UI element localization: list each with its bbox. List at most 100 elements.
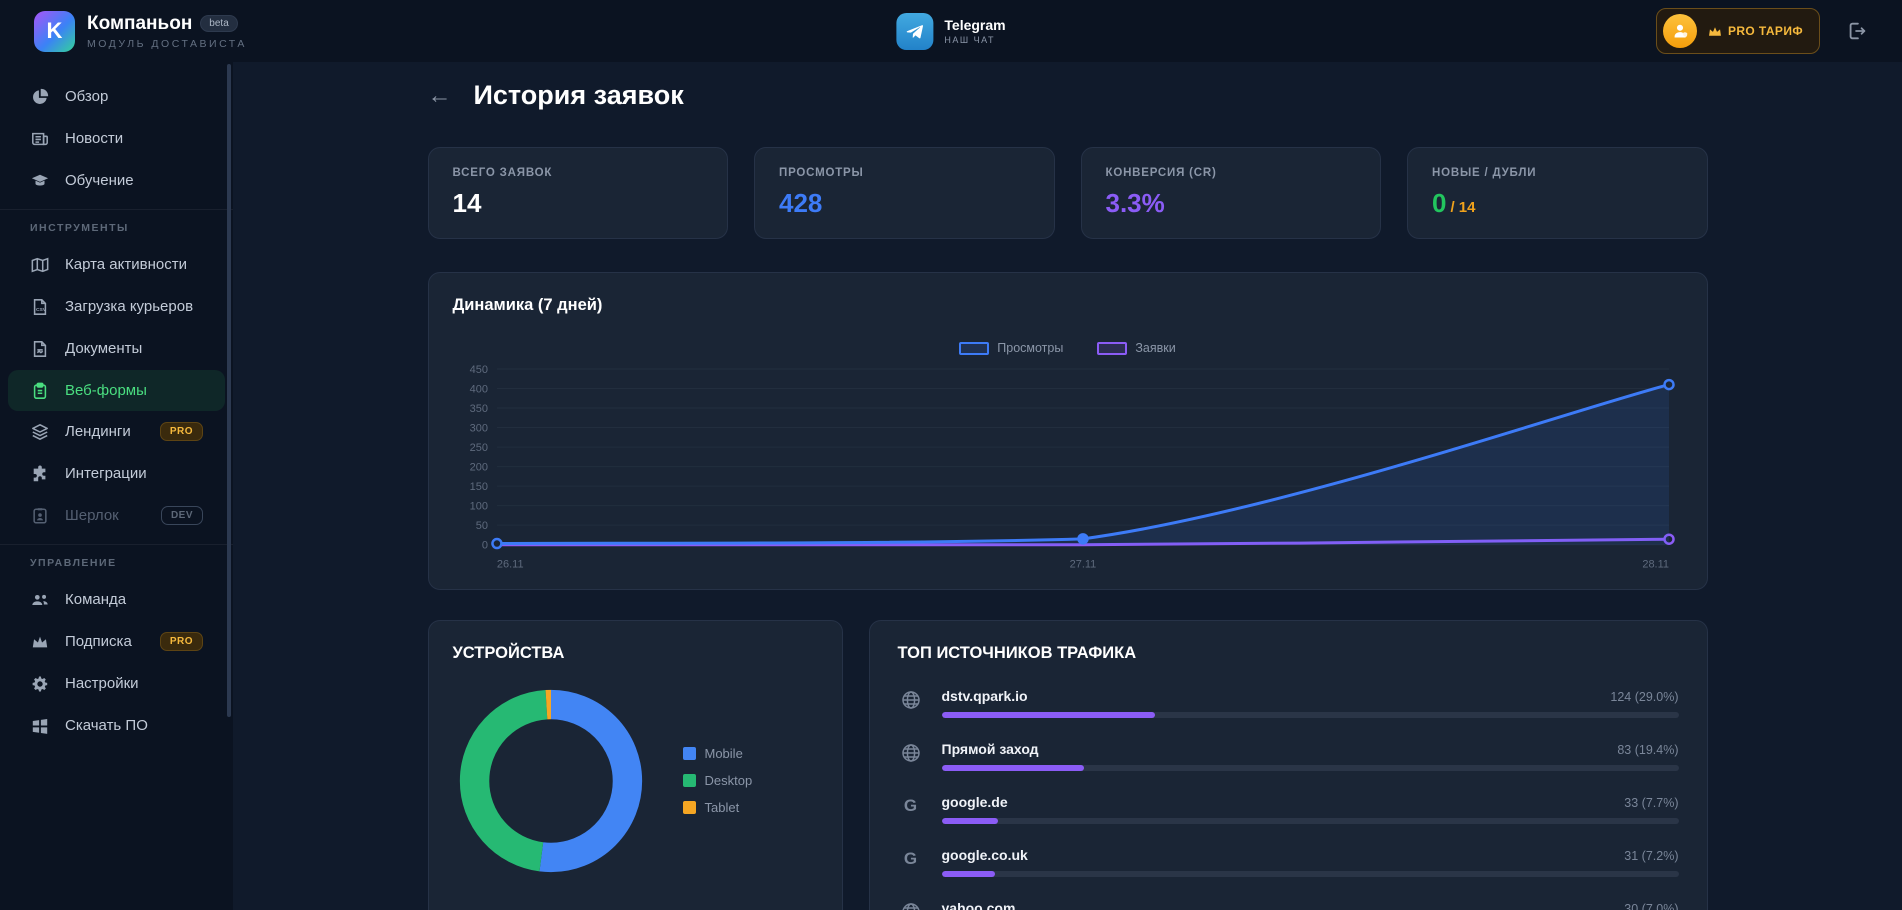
svg-text:250: 250 <box>469 442 487 454</box>
sidebar-item-label: Команда <box>65 591 127 608</box>
source-name: google.co.uk <box>941 846 1028 863</box>
traffic-source-row: yahoo.com 30 (7.0%) <box>898 889 1679 910</box>
svg-text:CSV: CSV <box>35 307 46 313</box>
telegram-link[interactable]: Telegram НАШ ЧАТ <box>896 12 1006 50</box>
sidebar-item-label: Карта активности <box>65 256 187 273</box>
sidebar-item-courier-upload[interactable]: CSV Загрузка курьеров <box>0 286 233 327</box>
mobile-label: Mobile <box>704 746 743 762</box>
sidebar-item-settings[interactable]: Настройки <box>0 663 233 704</box>
tablet-swatch <box>682 801 696 815</box>
sidebar-item-documents[interactable]: Документы <box>0 328 233 369</box>
desktop-label: Desktop <box>704 773 753 789</box>
source-value: 33 (7.7%) <box>1624 795 1679 810</box>
sidebar-item-label: Лендинги <box>65 423 131 440</box>
file-csv-icon: CSV <box>30 298 49 316</box>
dynamics-legend: Просмотры Заявки <box>453 341 1683 355</box>
source-name: Прямой заход <box>941 740 1039 757</box>
sidebar-item-download-software[interactable]: Скачать ПО <box>0 705 233 746</box>
crown-icon <box>30 633 49 651</box>
sidebar-section-tools: ИНСТРУМЕНТЫ <box>0 209 233 244</box>
source-name: yahoo.com <box>941 899 1016 910</box>
source-value: 83 (19.4%) <box>1617 742 1679 757</box>
svg-text:100: 100 <box>469 501 487 513</box>
stats-row: ВСЕГО ЗАЯВОК 14 ПРОСМОТРЫ 428 КОНВЕРСИЯ … <box>427 147 1708 239</box>
svg-text:26.11: 26.11 <box>496 559 523 571</box>
traffic-bar-fill <box>941 870 995 877</box>
google-icon: G <box>903 848 918 868</box>
map-icon <box>30 256 49 274</box>
traffic-bar-track <box>941 817 1679 824</box>
sidebar: Обзор Новости Обучение ИНСТРУМЕНТЫ Карта… <box>0 62 233 910</box>
back-button[interactable]: ← <box>427 81 452 109</box>
logout-icon[interactable] <box>1846 20 1868 42</box>
sidebar-item-training[interactable]: Обучение <box>0 160 233 201</box>
globe-icon <box>898 741 924 763</box>
dynamics-line-chart: 0 50 100 150 200 250 300 350 400 450 26.11 27.11 28.… <box>469 364 1675 571</box>
stat-value: 3.3% <box>1105 188 1165 218</box>
desktop-swatch <box>682 774 696 788</box>
globe-icon <box>898 900 924 910</box>
newspaper-icon <box>30 130 49 148</box>
stat-card-total: ВСЕГО ЗАЯВОК 14 <box>427 147 728 239</box>
app-subtitle: МОДУЛЬ ДОСТАВИСТА <box>87 37 247 50</box>
svg-text:50: 50 <box>475 520 487 532</box>
stat-value: 428 <box>779 188 823 218</box>
legend-views-swatch <box>959 341 990 355</box>
sidebar-item-subscription[interactable]: Подписка PRO <box>0 621 233 662</box>
traffic-source-row: dstv.qpark.io 124 (29.0%) <box>898 677 1679 730</box>
legend-item-tablet[interactable]: Tablet <box>682 800 753 815</box>
dynamics-card: Динамика (7 дней) Просмотры Заявки 0 50 10… <box>427 272 1708 590</box>
devices-title: УСТРОЙСТВА <box>452 643 565 662</box>
clipboard-icon <box>30 382 49 400</box>
google-icon: G <box>903 795 918 815</box>
svg-text:200: 200 <box>469 462 487 474</box>
legend-item-views[interactable]: Просмотры <box>959 341 1063 355</box>
legend-item-desktop[interactable]: Desktop <box>682 773 753 789</box>
pro-badge: PRO <box>159 632 203 651</box>
sidebar-item-label: Документы <box>65 340 143 357</box>
legend-views-label: Просмотры <box>997 341 1064 355</box>
sidebar-item-activity-map[interactable]: Карта активности <box>0 244 233 285</box>
users-icon <box>30 591 49 609</box>
pro-badge: PRO <box>159 422 203 441</box>
crown-icon <box>1708 26 1722 37</box>
stat-label: НОВЫЕ / ДУБЛИ <box>1432 167 1537 179</box>
svg-text:300: 300 <box>469 423 487 435</box>
sidebar-item-label: Загрузка курьеров <box>65 298 194 315</box>
stat-value-new: 0 <box>1432 188 1447 218</box>
telegram-subtitle: НАШ ЧАТ <box>944 35 995 45</box>
sidebar-item-overview[interactable]: Обзор <box>0 76 233 117</box>
sidebar-section-management: УПРАВЛЕНИЕ <box>0 544 233 579</box>
sidebar-item-landings[interactable]: Лендинги PRO <box>0 411 233 452</box>
svg-text:400: 400 <box>469 383 487 395</box>
sidebar-item-web-forms[interactable]: Веб-формы <box>8 370 225 411</box>
traffic-source-row: Прямой заход 83 (19.4%) <box>898 730 1679 783</box>
stat-card-conversion: КОНВЕРСИЯ (CR) 3.3% <box>1080 147 1381 239</box>
traffic-source-row: G google.de 33 (7.7%) <box>898 783 1679 836</box>
brand[interactable]: K Компаньон beta МОДУЛЬ ДОСТАВИСТА <box>34 10 247 52</box>
gear-icon <box>30 675 49 693</box>
source-value: 30 (7.0%) <box>1624 901 1679 910</box>
traffic-bar-fill <box>941 711 1156 718</box>
telegram-title: Telegram <box>944 17 1006 33</box>
svg-text:28.11: 28.11 <box>1642 559 1669 571</box>
sidebar-scrollbar[interactable] <box>227 64 231 717</box>
sidebar-item-team[interactable]: Команда <box>0 579 233 620</box>
sidebar-item-label: Обзор <box>65 88 109 105</box>
app-logo-letter: K <box>46 18 63 43</box>
user-avatar-icon <box>1662 14 1697 48</box>
puzzle-icon <box>30 464 49 483</box>
sidebar-item-label: Настройки <box>65 675 139 692</box>
legend-item-leads[interactable]: Заявки <box>1097 341 1176 355</box>
stat-label: КОНВЕРСИЯ (CR) <box>1105 167 1217 179</box>
stat-value: 14 <box>452 188 482 218</box>
pro-plan-chip[interactable]: PRO ТАРИФ <box>1655 8 1820 54</box>
devices-card: УСТРОЙСТВА Mobile Desktop <box>427 619 843 910</box>
svg-text:0: 0 <box>481 540 487 552</box>
sidebar-item-news[interactable]: Новости <box>0 118 233 159</box>
sidebar-item-sherlock[interactable]: Шерлок DEV <box>0 495 233 536</box>
sidebar-item-label: Скачать ПО <box>65 717 148 734</box>
sidebar-item-integrations[interactable]: Интеграции <box>0 453 233 494</box>
page-title: История заявок <box>473 80 684 110</box>
legend-item-mobile[interactable]: Mobile <box>682 746 753 762</box>
